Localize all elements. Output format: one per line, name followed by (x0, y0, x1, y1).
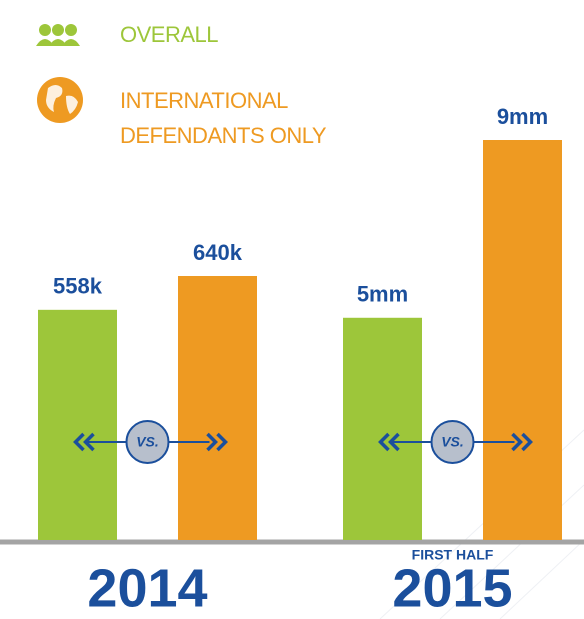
vs-badge (430, 420, 475, 464)
vs-label: VS. (136, 434, 159, 450)
chevron (83, 432, 95, 452)
chevron (216, 432, 228, 452)
chevron (511, 432, 523, 452)
vs-label: VS. (441, 434, 464, 450)
x-tick-label: 2014 (87, 558, 207, 618)
chevron (388, 432, 400, 452)
value-label: 558k (53, 274, 103, 299)
x-tick-label: 2015 (392, 558, 512, 618)
chevron (378, 432, 390, 452)
globe-icon (37, 77, 83, 123)
chevron (206, 432, 218, 452)
legend-entry: OVERALL (120, 22, 219, 47)
chevron (521, 432, 533, 452)
people-icon (36, 24, 80, 46)
value-label: 9mm (497, 104, 548, 129)
value-label: 640k (193, 240, 243, 265)
legend-entry: INTERNATIONAL DEFENDANTS ONLY (120, 88, 327, 148)
vs-badge (125, 420, 170, 464)
category-note: FIRST HALF (412, 547, 494, 563)
value-label: 5mm (357, 282, 408, 307)
bar (343, 317, 422, 540)
bar (38, 309, 117, 540)
chevron (73, 432, 85, 452)
bar (483, 140, 562, 540)
bar (178, 276, 257, 540)
